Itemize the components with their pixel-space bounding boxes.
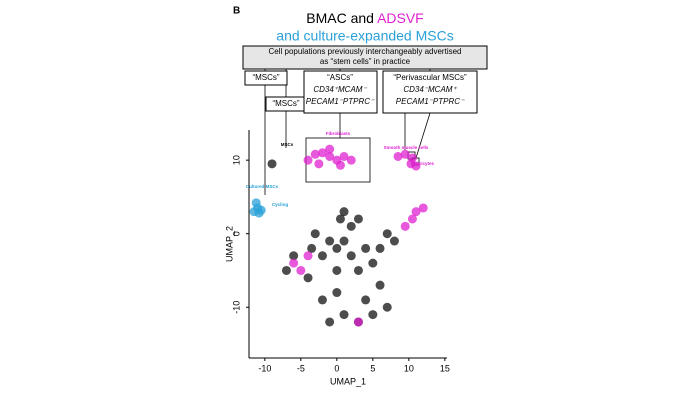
x-tick-label: 15 (440, 363, 450, 373)
group-text: “Perivascular MSCs” (393, 73, 467, 82)
cell-point (325, 236, 335, 246)
cell-point (317, 295, 327, 305)
cell-point (303, 251, 313, 261)
title-part: BMAC and (306, 10, 374, 26)
x-tick-label: -10 (258, 363, 271, 373)
group-text: PECAM1⁻PTPRC⁻ (396, 97, 465, 106)
title: BMAC and ADSVF (306, 10, 424, 26)
x-tick-label: 0 (334, 363, 339, 373)
cell-point (353, 265, 363, 275)
cell-point (317, 148, 327, 158)
cell-point (310, 149, 320, 159)
group-text: “ASCs” (327, 73, 353, 82)
cell-point (346, 221, 356, 231)
annotation: Cultured MSCs (246, 184, 279, 189)
title: and culture-expanded MSCs (276, 28, 453, 44)
cell-point (303, 155, 313, 165)
cell-point (325, 317, 335, 327)
x-tick-label: 5 (370, 363, 375, 373)
cell-point (411, 161, 421, 171)
annotation: MSCs (281, 142, 294, 147)
cell-point (389, 236, 399, 246)
cell-point (332, 265, 342, 275)
group-box (303, 70, 378, 114)
cell-point (325, 144, 335, 154)
cell-point (400, 221, 410, 231)
cell-point (267, 159, 277, 169)
group-text: PECAM1⁻PTPRC⁻ (306, 97, 375, 106)
group-text: CD34⁻MCAM⁺ (403, 85, 457, 94)
cell-point (303, 273, 313, 283)
cell-point (339, 207, 349, 217)
cell-point (335, 214, 345, 224)
annotation: Fibroblasts (326, 131, 351, 136)
x-axis-label: UMAP_1 (330, 376, 366, 386)
cell-point (332, 243, 342, 253)
annotation: Smooth muscle cells (384, 145, 429, 150)
cell-point (368, 258, 378, 268)
cell-point (346, 155, 356, 165)
cell-point (382, 302, 392, 312)
header-box (242, 45, 488, 70)
cell-point (317, 251, 327, 261)
panel-label: B (233, 6, 240, 17)
cell-point (375, 243, 385, 253)
cell-point (339, 236, 349, 246)
cell-point (256, 205, 266, 215)
group-text: CD34⁺MCAM⁻ (313, 85, 367, 94)
cell-point (310, 229, 320, 239)
cell-point (289, 258, 299, 268)
cell-point (281, 265, 291, 275)
cell-point (325, 151, 335, 161)
cell-point (353, 214, 363, 224)
cell-point (339, 151, 349, 161)
y-axis-label: UMAP_2 (224, 226, 234, 262)
cell-point (368, 310, 378, 320)
cell-point (332, 288, 342, 298)
cell-point (393, 151, 403, 161)
connector (415, 112, 431, 159)
cell-point (400, 149, 410, 159)
header-text: as “stem cells” in practice (320, 57, 411, 66)
group-box (244, 70, 288, 86)
cell-point (307, 243, 317, 253)
cell-point (361, 243, 371, 253)
cell-point (346, 251, 356, 261)
cell-point (411, 207, 421, 217)
cell-point (375, 280, 385, 290)
cell-point (251, 198, 261, 208)
y-tick-label: 10 (231, 155, 241, 165)
group-text: “MSCs” (252, 73, 279, 82)
cell-point (289, 251, 299, 261)
plot: -10 -5 0 5 10 15 -10 0 10 UMAP_1 UMAP_2 Fibroblasts… (224, 130, 450, 386)
annotation: Cycling (272, 202, 289, 207)
cell-point (335, 160, 345, 170)
cell-point (407, 214, 417, 224)
header-text: Cell populations previously interchangea… (268, 47, 461, 56)
cell-point (296, 265, 306, 275)
cell-point (418, 203, 428, 213)
title-part: ADSVF (377, 10, 424, 26)
cell-point (314, 159, 324, 169)
y-tick-label: -10 (231, 301, 241, 314)
x-tick-label: 10 (404, 363, 414, 373)
cell-point (353, 317, 363, 327)
x-tick-label: -5 (297, 363, 305, 373)
group-text: “MSCs” (272, 99, 299, 108)
annotation: Pericytes (414, 161, 435, 166)
cell-point (382, 229, 392, 239)
cell-point (339, 310, 349, 320)
cell-point (361, 295, 371, 305)
y-tick-label: 0 (231, 231, 241, 236)
